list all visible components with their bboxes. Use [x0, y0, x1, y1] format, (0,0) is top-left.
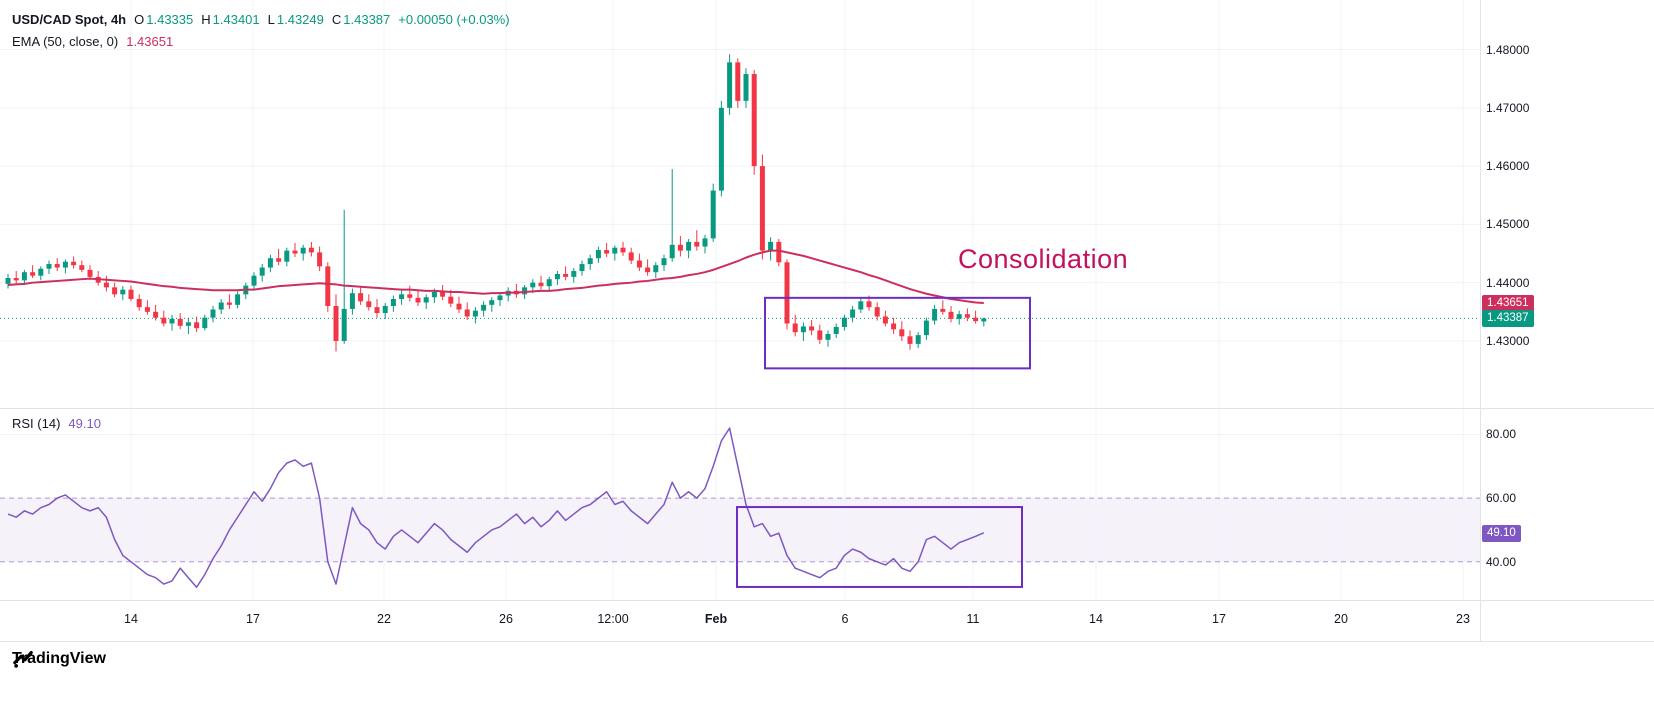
time-axis-label: 26: [499, 612, 513, 626]
rsi-axis-label: 60.00: [1486, 491, 1517, 506]
time-axis-label: 12:00: [597, 612, 629, 626]
tradingview-logo-icon: [13, 651, 33, 668]
time-axis-label: 14: [1089, 612, 1103, 626]
time-axis-label: 14: [124, 612, 138, 626]
time-axis-label: 23: [1456, 612, 1470, 626]
time-axis-label: 20: [1334, 612, 1348, 626]
tradingview-watermark[interactable]: TradingView: [12, 650, 106, 668]
symbol-legend: USD/CAD Spot, 4h O 1.43335 H 1.43401 L 1…: [12, 12, 510, 27]
price-axis-label: 1.46000: [1486, 159, 1530, 174]
rsi-legend-value: 49.10: [68, 416, 101, 431]
symbol-title[interactable]: USD/CAD Spot, 4h: [12, 12, 127, 27]
rsi-value-tag: 49.10: [1482, 524, 1521, 542]
time-axis-label: 11: [966, 612, 980, 626]
axis-separator: [0, 641, 1654, 642]
rsi-pane-canvas[interactable]: [0, 409, 1480, 600]
rsi-legend[interactable]: RSI (14) 49.10: [12, 416, 101, 431]
consolidation-annotation[interactable]: Consolidation: [958, 244, 1129, 274]
price-axis-label: 1.43000: [1486, 333, 1530, 348]
price-axis[interactable]: 1.48000 1.47000 1.46000 1.45000 1.44000 1.430…: [1480, 0, 1654, 408]
time-axis-label: 6: [841, 612, 849, 626]
tradingview-watermark-text: TradingView: [12, 650, 106, 667]
ohlc-open: O 1.43335: [134, 12, 194, 27]
ema-legend[interactable]: EMA (50, close, 0) 1.43651: [12, 34, 173, 49]
ema-price-tag: 1.43651: [1482, 295, 1534, 313]
time-axis[interactable]: 14 17 22 26 12:00 Feb 6 11 14 17 20 23: [0, 601, 1480, 641]
price-axis-label: 1.45000: [1486, 217, 1530, 232]
price-axis-label: 1.47000: [1486, 100, 1530, 115]
ohlc-close: C 1.43387: [331, 12, 391, 27]
pane-separator[interactable]: [0, 408, 1654, 409]
ohlc-high: H 1.43401: [201, 12, 260, 27]
time-axis-label: 22: [377, 612, 391, 626]
rsi-axis-label: 40.00: [1486, 554, 1517, 569]
time-axis-label: Feb: [704, 612, 728, 626]
ema-legend-value: 1.43651: [126, 34, 174, 49]
price-pane-canvas[interactable]: [0, 0, 1480, 408]
price-scale-border: [1480, 0, 1481, 641]
price-axis-label: 1.44000: [1486, 275, 1530, 290]
pane-separator[interactable]: [0, 600, 1654, 601]
rsi-legend-label: RSI (14): [12, 416, 61, 431]
rsi-axis[interactable]: 80.00 60.00 40.00 49.10: [1480, 409, 1654, 600]
time-axis-label: 17: [246, 612, 260, 626]
time-axis-label: 17: [1212, 612, 1226, 626]
ohlc-low: L 1.43249: [267, 12, 324, 27]
ema-legend-label: EMA (50, close, 0): [12, 34, 119, 49]
price-change: +0.00050 (+0.03%): [398, 12, 510, 27]
last-price-tag: 1.43387: [1482, 310, 1534, 328]
price-axis-label: 1.48000: [1486, 42, 1530, 57]
rsi-axis-label: 80.00: [1486, 427, 1517, 442]
